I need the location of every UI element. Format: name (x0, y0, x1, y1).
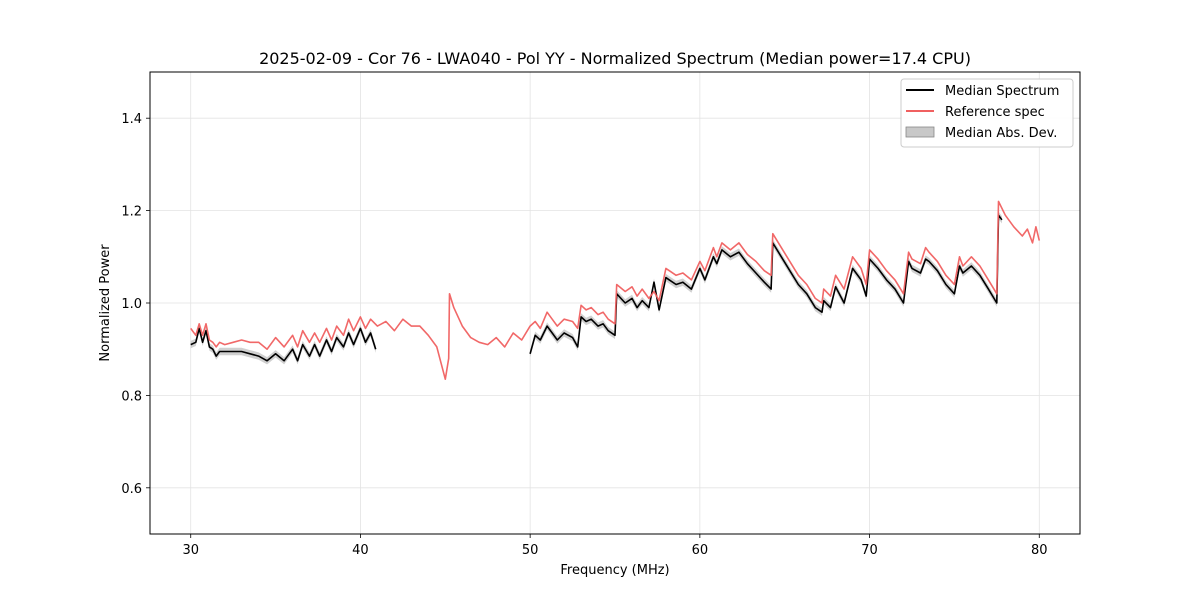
legend-mad-swatch (905, 126, 935, 138)
y-tick-label: 1.0 (121, 297, 142, 312)
y-tick-label: 1.4 (121, 112, 142, 127)
chart-title: 2025-02-09 - Cor 76 - LWA040 - Pol YY - … (259, 49, 971, 68)
median-spectrum-line (190, 327, 377, 362)
median-spectrum-line (529, 214, 1003, 355)
legend-reference-label: Reference spec (945, 105, 1045, 120)
axes-ticks: 30 40 50 60 70 80 0.6 0.8 1.0 1.2 1.4 (121, 112, 1047, 558)
x-tick-label: 80 (1031, 543, 1048, 558)
y-tick-label: 0.8 (121, 389, 142, 404)
mad-band (190, 324, 376, 365)
legend-box (900, 78, 1074, 148)
x-tick-label: 40 (352, 543, 369, 558)
x-tick-label: 60 (692, 543, 709, 558)
x-axis-label: Frequency (MHz) (560, 563, 669, 578)
x-tick-label: 50 (522, 543, 539, 558)
x-tick-label: 30 (182, 543, 199, 558)
y-axis-label: Normalized Power (98, 244, 113, 362)
reference-spectrum-line (190, 200, 1041, 380)
legend: Median Spectrum Reference spec Median Ab… (900, 78, 1074, 148)
y-tick-label: 0.6 (121, 482, 142, 497)
plot-area (190, 200, 1041, 380)
y-tick-label: 1.2 (121, 205, 142, 220)
x-tick-label: 70 (861, 543, 878, 558)
legend-mad-label: Median Abs. Dev. (945, 126, 1057, 141)
legend-median-label: Median Spectrum (945, 84, 1059, 99)
